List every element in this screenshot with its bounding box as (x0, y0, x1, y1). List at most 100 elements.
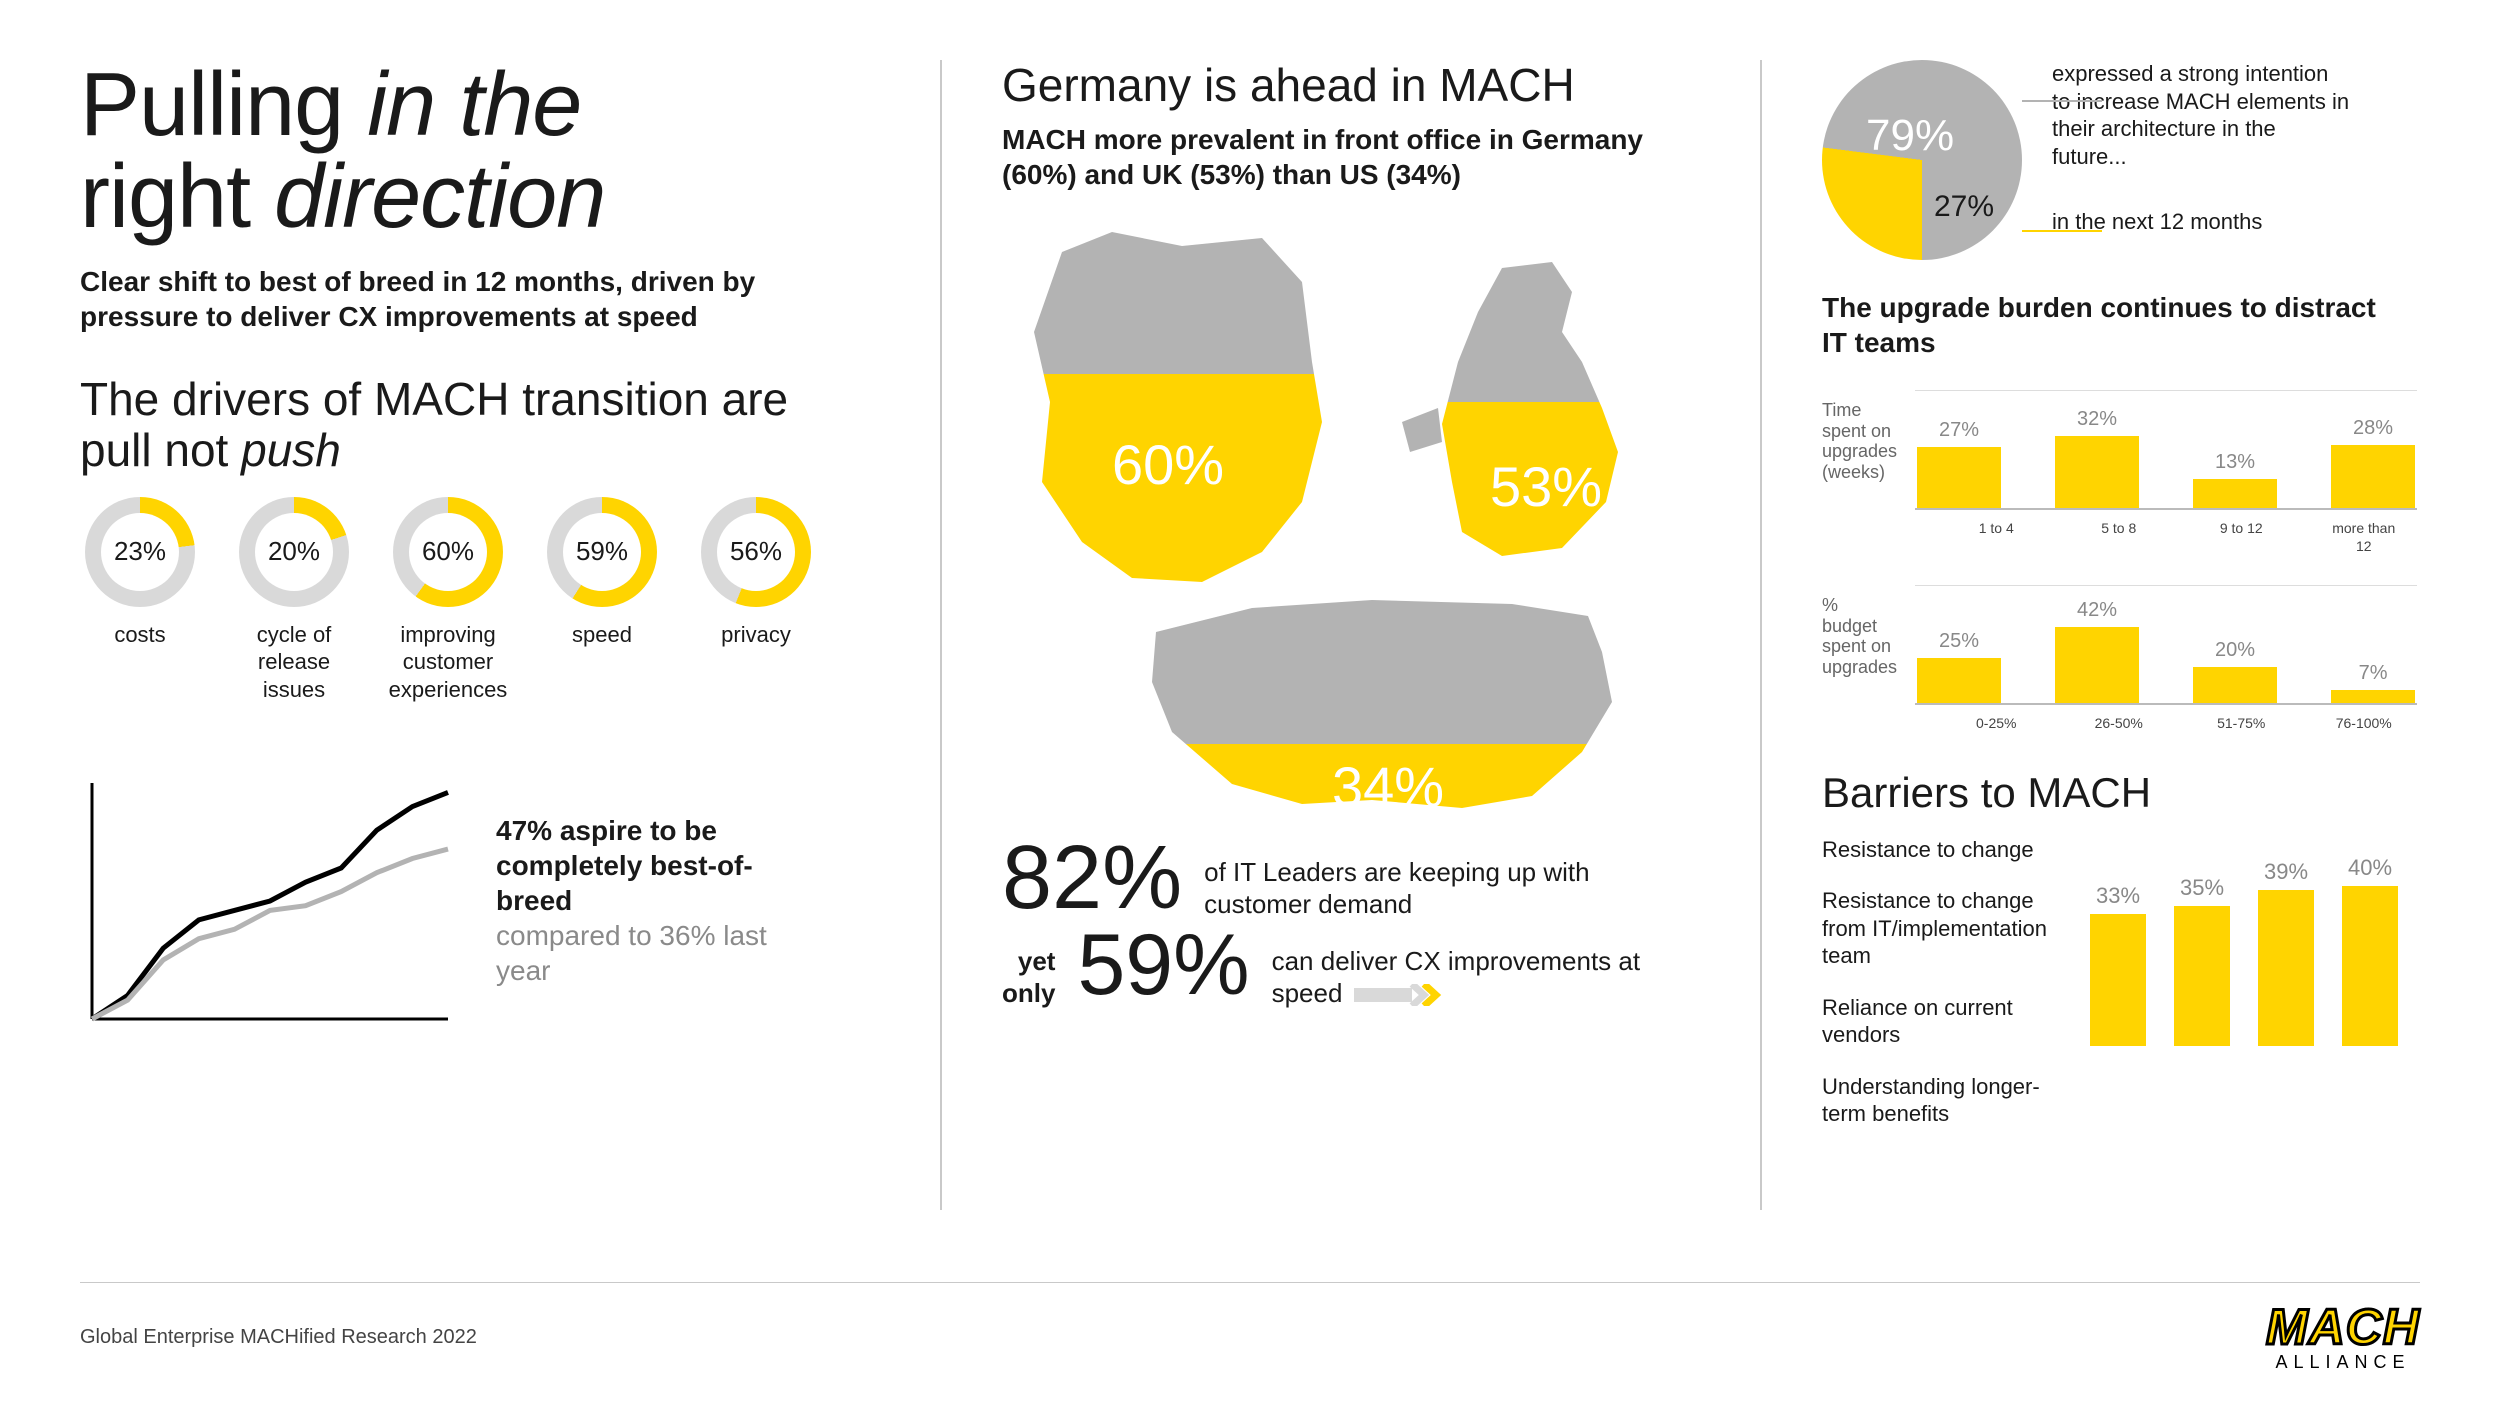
barrier-label: Resistance to change (1822, 836, 2068, 864)
barrier-label: Resistance to change from IT/implementat… (1822, 887, 2068, 970)
bar-value: 33% (2096, 882, 2140, 910)
column-left: Pulling in the right direction Clear shi… (80, 60, 860, 1210)
bar-value: 25% (1939, 629, 1979, 654)
bar-xlabels: 0-25% 26-50% 51-75% 76-100% (1960, 715, 2400, 733)
bar-fill-icon (2331, 690, 2415, 703)
maps-area: 60% 53% 34% (1002, 222, 1680, 802)
donut-label: cycle of release issues (234, 621, 354, 711)
bar-xlabel: 0-25% (1960, 715, 2033, 733)
best-of-breed-block: 47% aspire to be completely best-of-bree… (80, 771, 860, 1031)
title-text: Pulling (80, 55, 367, 155)
line-chart (80, 771, 460, 1031)
chevron-right-icon (1354, 984, 1444, 1006)
title-text-italic: direction (274, 147, 605, 247)
bar: 20% (2191, 638, 2279, 703)
barriers-heading: Barriers to MACH (1822, 769, 2400, 816)
bar-value: 13% (2215, 450, 2255, 475)
bob-muted: compared to 36% last year (496, 918, 816, 988)
bar-value: 20% (2215, 638, 2255, 663)
bar: 7% (2329, 661, 2417, 703)
lede-text: Clear shift to best of breed in 12 month… (80, 264, 800, 334)
footer-text: Global Enterprise MACHified Research 202… (80, 1325, 477, 1350)
bar-fill-icon (2193, 479, 2277, 508)
bar-xlabel: 26-50% (2083, 715, 2156, 733)
callout-line-icon (2022, 230, 2102, 232)
bar-value: 39% (2264, 858, 2308, 886)
main-title: Pulling in the right direction (80, 60, 860, 244)
bar-xlabel: more than 12 (2328, 520, 2401, 555)
title-text-italic: in the (367, 55, 581, 155)
bar-xlabel: 9 to 12 (2205, 520, 2278, 555)
bar: 13% (2191, 450, 2279, 508)
donut: 60% improving customer experiences (388, 497, 508, 711)
column-right: 79% 27% expressed a strong intention to … (1760, 60, 2400, 1210)
bar-fill-icon (2055, 436, 2139, 508)
stat-59: yet only 59% can deliver CX improvements… (1002, 927, 1680, 1010)
pie-text-1: expressed a strong intention to increase… (2052, 60, 2352, 170)
donut: 23% costs (80, 497, 200, 711)
bar-xlabel: 76-100% (2328, 715, 2401, 733)
bar-value: 40% (2348, 854, 2392, 882)
bar: 40% (2340, 854, 2400, 1046)
donut-value: 56% (717, 513, 795, 591)
barrier-bars: 33% 35% 39% 40% (2088, 836, 2400, 1046)
bar-value: 32% (2077, 407, 2117, 432)
bar-value: 27% (1939, 418, 1979, 443)
bar-fill-icon (2331, 445, 2415, 508)
bar-xlabel: 1 to 4 (1960, 520, 2033, 555)
pie-small-label: 27% (1934, 188, 1994, 226)
pie-block: 79% 27% expressed a strong intention to … (1822, 60, 2400, 260)
bar-value: 35% (2180, 874, 2224, 902)
stat-text-wrap: can deliver CX improvements at speed (1272, 945, 1680, 1010)
bob-text: 47% aspire to be completely best-of-bree… (496, 813, 816, 988)
bar-xlabel: 51-75% (2205, 715, 2278, 733)
stat-text: can deliver CX improvements at speed (1272, 946, 1640, 1009)
donut: 20% cycle of release issues (234, 497, 354, 711)
bar: 27% (1915, 418, 2003, 508)
map-label-germany: 60% (1112, 430, 1224, 500)
bar-chart-time: Time spent on upgrades (weeks) 27% 32% 1… (1822, 390, 2400, 555)
bars: 27% 32% 13% 28% (1915, 390, 2417, 510)
bar-xlabels: 1 to 4 5 to 8 9 to 12 more than 12 (1960, 520, 2400, 555)
pie-chart: 79% 27% (1822, 60, 2022, 260)
stat-text: of IT Leaders are keeping up with custom… (1204, 856, 1680, 921)
donut-label: privacy (721, 621, 791, 711)
pie-big-label: 79% (1866, 108, 1954, 163)
donut-label: costs (114, 621, 165, 711)
donut-row: 23% costs 20% cycle of release issues 60… (80, 497, 860, 711)
map-germany (1002, 222, 1342, 602)
germany-sub: MACH more prevalent in front office in G… (1002, 122, 1680, 192)
bars: 25% 42% 20% 7% (1915, 585, 2417, 705)
bar-fill-icon (1917, 447, 2001, 508)
donut: 56% privacy (696, 497, 816, 711)
barrier-labels: Resistance to change Resistance to change… (1822, 836, 2068, 1128)
barrier-label: Reliance on current vendors (1822, 994, 2068, 1049)
bob-bold: 47% aspire to be completely best-of-bree… (496, 813, 816, 918)
stat-num: 82% (1002, 838, 1182, 919)
logo-subtext: ALLIANCE (2266, 1354, 2420, 1370)
bar: 39% (2256, 858, 2316, 1046)
donut-value: 20% (255, 513, 333, 591)
bar-value: 42% (2077, 598, 2117, 623)
germany-heading: Germany is ahead in MACH (1002, 60, 1680, 112)
bar-fill-icon (1917, 658, 2001, 703)
donut-label: improving customer experiences (388, 621, 508, 711)
donut: 59% speed (542, 497, 662, 711)
donut-ring-icon: 20% (239, 497, 349, 607)
title-text: right (80, 147, 274, 247)
bar-chart-budget: % budget spent on upgrades 25% 42% 20% 7… (1822, 585, 2400, 733)
bar-fill-icon (2055, 627, 2139, 703)
upgrade-heading: The upgrade burden continues to distract… (1822, 290, 2400, 360)
stat-pre: yet only (1002, 945, 1055, 1010)
mach-logo: MACH ALLIANCE (2266, 1305, 2420, 1370)
barrier-label: Understanding longer-term benefits (1822, 1073, 2068, 1128)
donut-ring-icon: 56% (701, 497, 811, 607)
bar-fill-icon (2090, 914, 2146, 1046)
bar-fill-icon (2174, 906, 2230, 1046)
donut-ring-icon: 59% (547, 497, 657, 607)
donut-value: 23% (101, 513, 179, 591)
donut-label: speed (572, 621, 632, 711)
bar-xlabel: 5 to 8 (2083, 520, 2156, 555)
bar: 42% (2053, 598, 2141, 703)
bar-value: 28% (2353, 416, 2393, 441)
